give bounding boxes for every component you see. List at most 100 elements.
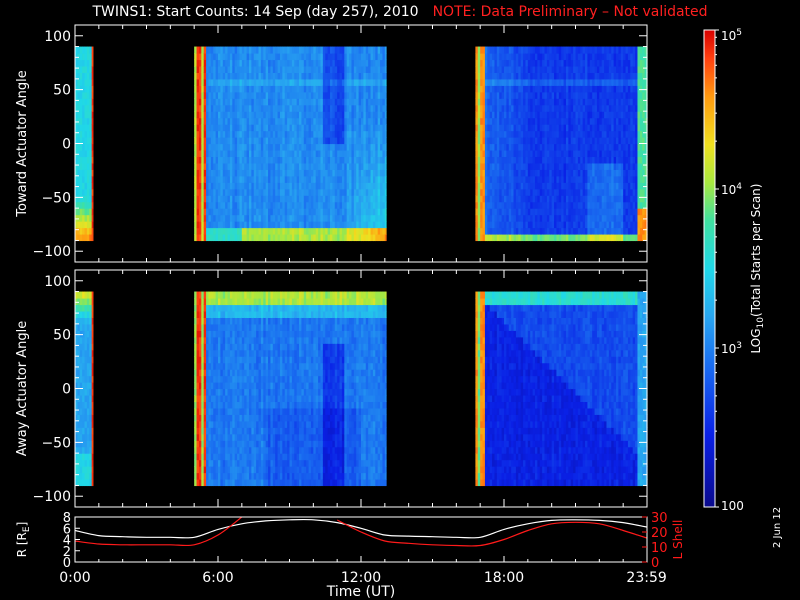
heatmap-cell bbox=[604, 143, 608, 151]
heatmap-cell bbox=[225, 149, 229, 158]
heatmap-cell bbox=[322, 188, 326, 196]
heatmap-cell bbox=[256, 46, 260, 54]
heatmap-cell bbox=[318, 156, 322, 164]
heatmap-cell bbox=[377, 208, 381, 216]
heatmap-cell bbox=[89, 214, 93, 222]
heatmap-cell bbox=[568, 233, 572, 242]
heatmap-cell bbox=[75, 182, 78, 190]
heatmap-cell bbox=[508, 188, 512, 196]
heatmap-cell bbox=[494, 72, 498, 80]
heatmap-cell bbox=[227, 195, 231, 203]
heatmap-cell bbox=[558, 188, 562, 196]
heatmap-cell bbox=[508, 65, 512, 73]
heatmap-cell bbox=[75, 156, 78, 164]
heatmap-cell bbox=[618, 227, 622, 235]
heatmap-cell bbox=[561, 233, 565, 242]
heatmap-cell bbox=[237, 130, 241, 138]
heatmap-cell bbox=[349, 221, 353, 229]
heatmap-cell bbox=[229, 137, 233, 145]
heatmap-cell bbox=[289, 227, 293, 235]
heatmap-cell bbox=[573, 117, 577, 125]
heatmap-cell bbox=[589, 227, 593, 235]
heatmap-cell bbox=[625, 156, 629, 164]
heatmap-cell bbox=[525, 143, 529, 151]
heatmap-cell bbox=[580, 188, 584, 196]
heatmap-cell bbox=[623, 46, 627, 54]
heatmap-cell bbox=[482, 98, 486, 106]
heatmap-cell bbox=[377, 130, 381, 138]
heatmap-cell bbox=[620, 72, 624, 80]
heatmap-cell bbox=[318, 149, 322, 158]
heatmap-cell bbox=[315, 227, 319, 235]
heatmap-cell bbox=[215, 182, 219, 190]
heatmap-cell bbox=[310, 208, 314, 216]
heatmap-cell bbox=[487, 98, 491, 106]
heatmap-cell bbox=[635, 111, 639, 119]
heatmap-cell bbox=[632, 227, 636, 235]
heatmap-cell bbox=[215, 65, 219, 73]
heatmap-cell bbox=[537, 175, 541, 183]
heatmap-cell bbox=[372, 98, 376, 106]
heatmap-cell bbox=[356, 130, 360, 138]
heatmap-cell bbox=[523, 137, 527, 145]
heatmap-cell bbox=[620, 117, 624, 125]
heatmap-cell bbox=[639, 143, 643, 151]
heatmap-cell bbox=[313, 104, 317, 112]
heatmap-cell bbox=[513, 117, 517, 125]
heatmap-cell bbox=[344, 137, 348, 145]
heatmap-cell bbox=[91, 175, 94, 183]
heatmap-cell bbox=[227, 117, 231, 125]
heatmap-cell bbox=[601, 227, 605, 235]
heatmap-cell bbox=[475, 53, 479, 61]
heatmap-cell bbox=[325, 195, 329, 203]
heatmap-cell bbox=[625, 201, 629, 209]
heatmap-cell bbox=[618, 53, 622, 61]
heatmap-cell bbox=[542, 156, 546, 164]
heatmap-cell bbox=[368, 221, 372, 229]
heatmap-cell bbox=[511, 149, 515, 158]
heatmap-cell bbox=[346, 124, 350, 132]
heatmap-cell bbox=[277, 46, 281, 54]
heatmap-cell bbox=[580, 78, 584, 86]
heatmap-cell bbox=[201, 195, 205, 203]
heatmap-cell bbox=[518, 221, 522, 229]
heatmap-cell bbox=[494, 117, 498, 125]
heatmap-cell bbox=[82, 156, 86, 164]
heatmap-cell bbox=[246, 143, 250, 151]
heatmap-cell bbox=[320, 149, 324, 158]
heatmap-cell bbox=[554, 59, 558, 67]
heatmap-cell bbox=[606, 156, 610, 164]
heatmap-cell bbox=[501, 221, 505, 229]
heatmap-cell bbox=[77, 124, 81, 132]
heatmap-cell bbox=[487, 130, 491, 138]
heatmap-cell bbox=[632, 85, 636, 93]
heatmap-cell bbox=[587, 130, 591, 138]
heatmap-cell bbox=[218, 195, 221, 203]
heatmap-cell bbox=[589, 149, 593, 158]
heatmap-cell bbox=[308, 143, 312, 151]
heatmap-cell bbox=[270, 91, 274, 99]
heatmap-cell bbox=[599, 214, 603, 222]
heatmap-cell bbox=[618, 156, 622, 164]
heatmap-cell bbox=[365, 78, 369, 86]
heatmap-cell bbox=[375, 175, 379, 183]
heatmap-cell bbox=[339, 85, 343, 93]
heatmap-cell bbox=[508, 201, 512, 209]
heatmap-cell bbox=[194, 227, 198, 235]
heatmap-cell bbox=[296, 98, 300, 106]
heatmap-cell bbox=[480, 221, 484, 229]
heatmap-cell bbox=[594, 208, 598, 216]
heatmap-cell bbox=[539, 124, 543, 132]
heatmap-cell bbox=[380, 117, 384, 125]
heatmap-cell bbox=[334, 72, 338, 80]
heatmap-cell bbox=[215, 201, 219, 209]
heatmap-cell bbox=[258, 233, 262, 242]
heatmap-cell bbox=[306, 221, 310, 229]
heatmap-cell bbox=[234, 91, 238, 99]
heatmap-cell bbox=[291, 117, 295, 125]
heatmap-cell bbox=[365, 149, 369, 158]
heatmap-cell bbox=[287, 46, 291, 54]
heatmap-cell bbox=[363, 156, 367, 164]
heatmap-cell bbox=[534, 72, 538, 80]
heatmap-cell bbox=[320, 214, 324, 222]
